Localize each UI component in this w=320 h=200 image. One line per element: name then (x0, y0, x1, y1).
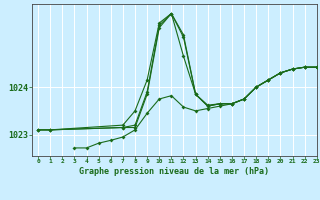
X-axis label: Graphe pression niveau de la mer (hPa): Graphe pression niveau de la mer (hPa) (79, 167, 269, 176)
